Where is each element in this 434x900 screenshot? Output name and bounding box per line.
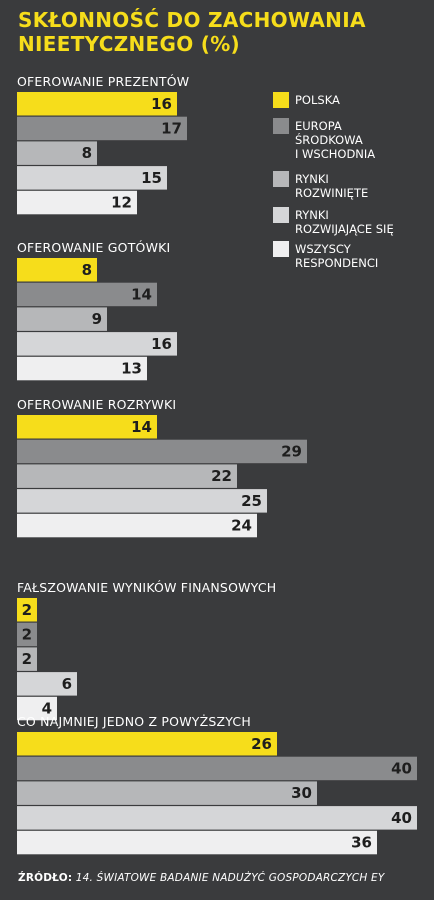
bar xyxy=(17,92,177,116)
legend-swatch xyxy=(273,241,289,257)
bar-value-label: 13 xyxy=(121,360,142,378)
bar xyxy=(17,415,157,439)
bar xyxy=(17,166,167,190)
bar-value-label: 16 xyxy=(151,95,172,113)
source-text: 14. ŚWIATOWE BADANIE NADUŻYĆ GOSPODARCZY… xyxy=(75,872,385,884)
category-label: OFEROWANIE GOTÓWKI xyxy=(17,240,170,255)
bar xyxy=(17,806,417,830)
bar-value-label: 25 xyxy=(241,492,262,510)
bar xyxy=(17,439,307,464)
bar xyxy=(17,464,237,488)
category-label: OFEROWANIE ROZRYWKI xyxy=(17,397,176,412)
bar xyxy=(17,513,257,538)
bar-value-label: 8 xyxy=(82,144,92,162)
legend-label: POLSKA xyxy=(295,93,340,107)
category-label: OFEROWANIE PREZENTÓW xyxy=(17,74,189,89)
bar xyxy=(17,258,97,282)
source-note: ŹRÓDŁO: 14. ŚWIATOWE BADANIE NADUŻYĆ GOS… xyxy=(18,872,384,884)
legend-label: ROZWIJAJĄCE SIĘ xyxy=(295,222,394,236)
legend-label: RESPONDENCI xyxy=(295,256,378,270)
bar-value-label: 4 xyxy=(42,700,52,718)
legend-label: ŚRODKOWA xyxy=(295,132,363,147)
bar-value-label: 15 xyxy=(141,169,162,187)
legend-label: ROZWINIĘTE xyxy=(295,186,368,200)
bar-value-label: 17 xyxy=(161,119,182,137)
bar-value-label: 2 xyxy=(22,625,32,643)
bar xyxy=(17,190,137,215)
bar xyxy=(17,282,157,307)
bar xyxy=(17,622,37,647)
bar-value-label: 30 xyxy=(291,784,312,802)
bar-value-label: 9 xyxy=(92,310,102,328)
bar xyxy=(17,489,267,513)
bar xyxy=(17,307,107,331)
bar xyxy=(17,332,177,356)
category-label: FAŁSZOWANIE WYNIKÓW FINANSOWYCH xyxy=(17,580,276,595)
bar xyxy=(17,732,277,756)
legend-swatch xyxy=(273,171,289,187)
title-line-1: SKŁONNOŚĆ DO ZACHOWANIA xyxy=(18,8,366,32)
bar-value-label: 24 xyxy=(231,517,252,535)
bar xyxy=(17,647,37,671)
bar xyxy=(17,781,317,805)
title-line-2: NIEETYCZNEGO (%) xyxy=(18,32,240,56)
bar-value-label: 29 xyxy=(281,442,302,460)
bar-value-label: 2 xyxy=(22,601,32,619)
bar-value-label: 16 xyxy=(151,335,172,353)
bar-value-label: 8 xyxy=(82,261,92,279)
bar-value-label: 2 xyxy=(22,650,32,668)
legend-swatch xyxy=(273,92,289,108)
bar xyxy=(17,356,147,381)
legend-label: RYNKI xyxy=(295,208,329,222)
bar-value-label: 14 xyxy=(131,285,152,303)
bar xyxy=(17,830,377,855)
bar xyxy=(17,141,97,165)
legend-label: I WSCHODNIA xyxy=(295,147,375,161)
category-label: CO NAJMNIEJ JEDNO Z POWYŻSZYCH xyxy=(17,714,251,729)
bar-value-label: 40 xyxy=(391,759,412,777)
bar-value-label: 6 xyxy=(62,675,72,693)
bar-value-label: 22 xyxy=(211,467,232,485)
bar-value-label: 12 xyxy=(111,194,132,212)
legend-swatch xyxy=(273,207,289,223)
chart-title: SKŁONNOŚĆ DO ZACHOWANIA NIEETYCZNEGO (%) xyxy=(18,8,418,56)
bar xyxy=(17,116,187,141)
bar-value-label: 26 xyxy=(251,735,272,753)
bar xyxy=(17,696,57,721)
bar xyxy=(17,756,417,781)
bar-value-label: 40 xyxy=(391,809,412,827)
source-label: ŹRÓDŁO: xyxy=(18,872,73,884)
bar xyxy=(17,598,37,622)
legend-label: RYNKI xyxy=(295,172,329,186)
legend-label: EUROPA xyxy=(295,119,342,133)
bar-value-label: 14 xyxy=(131,418,152,436)
legend-label: WSZYSCY xyxy=(295,242,352,256)
bar-value-label: 36 xyxy=(351,834,372,852)
legend-swatch xyxy=(273,118,289,134)
bar xyxy=(17,672,77,696)
